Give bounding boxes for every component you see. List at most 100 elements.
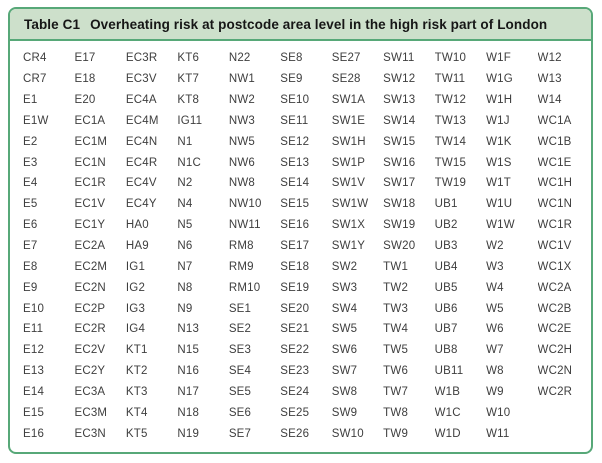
postcode-cell: NW1 (228, 73, 255, 86)
postcode-cell: N9 (177, 302, 193, 315)
postcode-cell: WC2A (537, 281, 572, 294)
postcode-cell: SW13 (383, 94, 416, 107)
postcode-cell: W8 (486, 365, 504, 378)
postcode-cell: E5 (23, 198, 38, 211)
postcode-cell (538, 402, 589, 423)
postcode-cell: EC3V (125, 73, 157, 86)
postcode-cell: EC4R (125, 156, 158, 169)
postcode-cell: W2 (486, 239, 504, 252)
postcode-cell: SE2 (228, 323, 252, 336)
postcode-cell: SW1W (331, 198, 369, 211)
postcode-cell: EC3N (74, 427, 106, 440)
postcode-cell: TW4 (383, 323, 409, 336)
postcode-cell: TW15 (434, 156, 467, 169)
postcode-cell: E9 (23, 281, 38, 294)
postcode-cell: SE3 (228, 344, 252, 357)
postcode-cell: SE23 (280, 365, 310, 378)
postcode-cell: SE6 (228, 406, 252, 419)
postcode-cell: UB4 (434, 260, 458, 273)
postcode-cell: IG2 (125, 281, 146, 294)
postcode-cell: SE18 (280, 260, 310, 273)
postcode-cell: KT2 (125, 365, 148, 378)
postcode-cell: N13 (177, 323, 200, 336)
postcode-cell: SE5 (228, 385, 252, 398)
postcode-cell: WC1N (537, 198, 573, 211)
postcode-cell: EC2P (74, 302, 106, 315)
postcode-cell: HA9 (125, 239, 149, 252)
postcode-cell: NW8 (228, 177, 255, 190)
postcode-cell: SE20 (280, 302, 310, 315)
postcode-cell: W10 (486, 406, 511, 419)
postcode-cell: TW1 (383, 260, 409, 273)
postcode-cell: E1 (23, 94, 38, 107)
postcode-cell: W13 (537, 73, 562, 86)
postcode-cell: EC3A (74, 385, 106, 398)
postcode-cell: TW8 (383, 406, 409, 419)
postcode-cell: W1D (434, 427, 461, 440)
postcode-cell: TW10 (434, 52, 467, 65)
postcode-cell: KT1 (125, 344, 148, 357)
postcode-cell: SE8 (280, 52, 303, 65)
postcode-cell: EC4N (125, 135, 158, 148)
postcode-cell: UB11 (434, 365, 464, 378)
postcode-cell: EC4M (125, 114, 159, 127)
postcode-cell: W1W (486, 219, 515, 232)
postcode-cell: IG11 (177, 114, 203, 127)
postcode-cell: TW7 (383, 385, 409, 398)
postcode-cell: SE16 (280, 219, 310, 232)
postcode-cell: RM9 (228, 260, 254, 273)
postcode-cell: WC2H (537, 344, 573, 357)
postcode-cell: SE22 (280, 344, 310, 357)
postcode-cell: SW18 (383, 198, 416, 211)
postcode-cell: SE17 (280, 239, 310, 252)
postcode-cell: E1W (23, 114, 49, 127)
postcode-cell: CR4 (23, 52, 47, 65)
postcode-cell: WC1E (537, 156, 572, 169)
postcode-cell: UB7 (434, 323, 458, 336)
postcode-cell: SW17 (383, 177, 416, 190)
postcode-cell: E18 (74, 73, 96, 86)
postcode-cell: EC2Y (74, 365, 106, 378)
postcode-cell: EC2A (74, 239, 106, 252)
postcode-cell: WC1H (537, 177, 573, 190)
postcode-cell: W1J (486, 114, 510, 127)
postcode-cell: N2 (177, 177, 193, 190)
postcode-cell: SE28 (331, 73, 361, 86)
postcode-cell: EC1Y (74, 219, 106, 232)
postcode-cell: KT4 (125, 406, 148, 419)
postcode-cell: SE9 (280, 73, 303, 86)
postcode-cell: N19 (177, 427, 200, 440)
postcode-cell: TW11 (434, 73, 466, 86)
postcode-cell: TW6 (383, 365, 409, 378)
postcode-cell: EC1N (74, 156, 106, 169)
postcode-cell: E7 (23, 239, 38, 252)
postcode-cell: SE4 (228, 365, 252, 378)
postcode-cell: N8 (177, 281, 193, 294)
postcode-cell: SW6 (331, 344, 358, 357)
postcode-cell: SE11 (280, 114, 309, 127)
postcode-cell: W6 (486, 323, 504, 336)
postcode-cell: SE27 (331, 52, 361, 65)
postcode-cell: EC1R (74, 177, 106, 190)
postcode-cell: SW1Y (331, 239, 366, 252)
postcode-cell: N5 (177, 219, 193, 232)
postcode-cell: SW1X (331, 219, 366, 232)
postcode-cell: WC1R (537, 219, 573, 232)
postcode-cell: SW8 (331, 385, 358, 398)
postcode-cell: N6 (177, 239, 193, 252)
postcode-cell: SE25 (280, 406, 310, 419)
postcode-cell: SW3 (331, 281, 358, 294)
postcode-cell: TW12 (434, 94, 467, 107)
postcode-cell: SE15 (280, 198, 310, 211)
postcode-cell: E10 (23, 302, 45, 315)
postcode-cell: W1T (486, 177, 511, 190)
postcode-cell: N18 (177, 406, 200, 419)
postcode-cell: HA0 (125, 219, 149, 232)
table-title-bar: Table C1 Overheating risk at postcode are… (10, 9, 591, 41)
postcode-cell: WC1X (537, 260, 572, 273)
postcode-cell: EC4V (125, 177, 157, 190)
postcode-cell: W1K (486, 135, 512, 148)
postcode-cell: UB2 (434, 219, 458, 232)
postcode-cell: SW4 (331, 302, 358, 315)
